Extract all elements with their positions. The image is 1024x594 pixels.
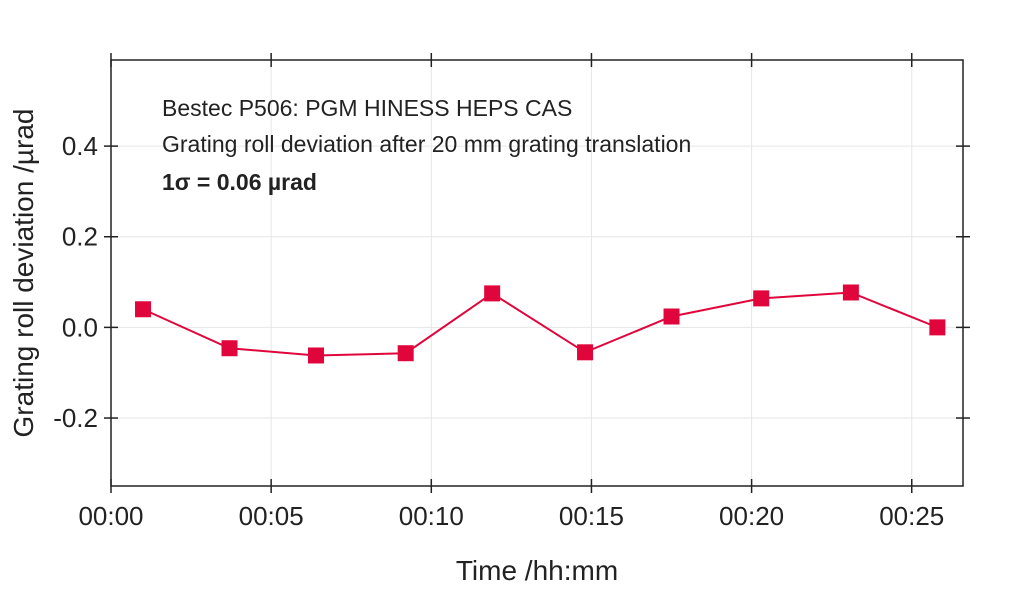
data-point bbox=[307, 347, 324, 364]
x-tick-label: 00:10 bbox=[399, 501, 464, 531]
data-point bbox=[663, 308, 680, 325]
x-tick-label: 00:15 bbox=[559, 501, 624, 531]
annotation-title: Bestec P506: PGM HINESS HEPS CAS bbox=[162, 95, 572, 121]
x-axis-label: Time /hh:mm bbox=[456, 555, 618, 586]
data-point bbox=[842, 284, 859, 301]
x-tick-label: 00:05 bbox=[239, 501, 304, 531]
y-tick-label: 0.0 bbox=[62, 312, 98, 342]
y-tick-label: 0.4 bbox=[62, 131, 98, 161]
data-point bbox=[135, 301, 152, 318]
data-point bbox=[484, 285, 501, 302]
x-tick-label: 00:25 bbox=[879, 501, 944, 531]
x-tick-label: 00:00 bbox=[78, 501, 143, 531]
series bbox=[135, 284, 946, 364]
data-point bbox=[929, 319, 946, 336]
data-point bbox=[221, 340, 238, 357]
annotation-sigma: 1σ = 0.06 µrad bbox=[162, 169, 317, 195]
grid bbox=[111, 60, 963, 486]
plot-frame bbox=[110, 59, 964, 487]
data-point bbox=[577, 344, 594, 361]
ticks: 00:00 00:05 00:10 00:15 00:20 00:25 -0.2 0.0 0.2… bbox=[53, 53, 970, 531]
y-axis-label: Grating roll deviation /µrad bbox=[8, 109, 39, 438]
data-point bbox=[397, 345, 414, 362]
series-line bbox=[142, 291, 938, 357]
y-tick-label: 0.2 bbox=[62, 222, 98, 252]
x-tick-label: 00:20 bbox=[719, 501, 784, 531]
y-tick-label: -0.2 bbox=[53, 403, 98, 433]
data-point bbox=[753, 290, 770, 307]
annotation-subtitle: Grating roll deviation after 20 mm grati… bbox=[162, 131, 691, 157]
